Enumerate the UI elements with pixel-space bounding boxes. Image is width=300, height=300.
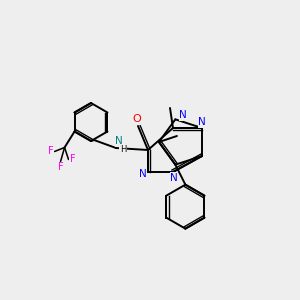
Text: F: F [58, 163, 63, 172]
Text: N: N [179, 110, 187, 120]
Text: F: F [70, 154, 75, 164]
Text: N: N [139, 169, 147, 179]
Text: F: F [48, 146, 53, 157]
Text: N: N [170, 173, 178, 183]
Text: O: O [133, 114, 141, 124]
Text: H: H [120, 145, 126, 154]
Text: N: N [198, 117, 206, 127]
Text: N: N [115, 136, 123, 146]
